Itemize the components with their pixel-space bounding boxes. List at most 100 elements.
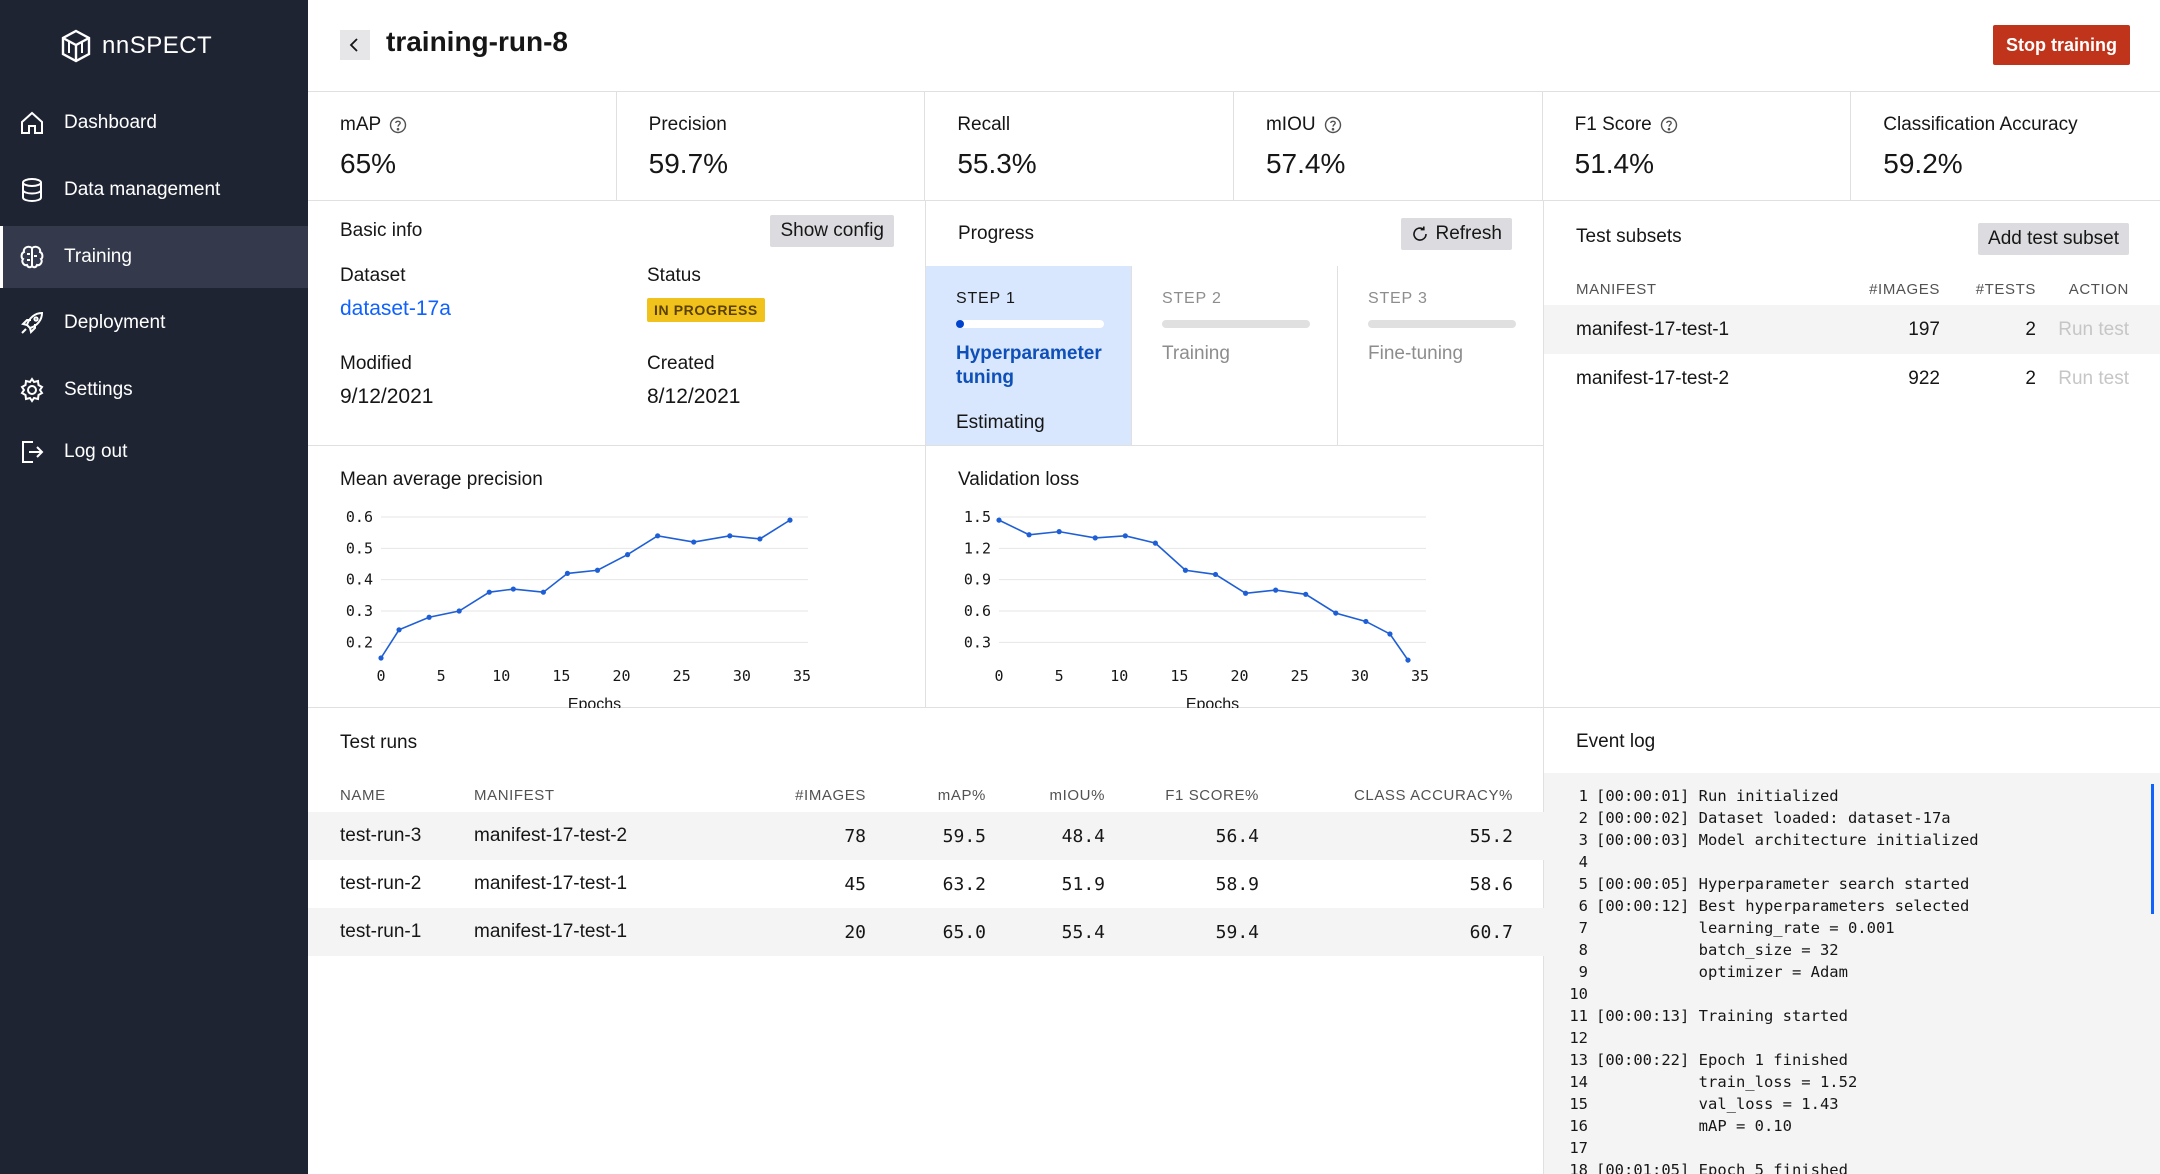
y-tick-label: 0.4 — [346, 571, 373, 589]
sidebar-item-training[interactable]: Training — [0, 226, 308, 288]
f1-cell: 59.4 — [1105, 908, 1259, 956]
log-line: 1 [00:00:01] Run initialized — [1544, 787, 2160, 809]
data-point — [1333, 610, 1339, 616]
metric-value: 55.3% — [957, 148, 1037, 179]
chevron-left-icon — [349, 38, 358, 52]
step-number: STEP 3 — [1368, 290, 1428, 307]
log-line: 17 — [1544, 1139, 2160, 1161]
x-tick-label: 15 — [552, 667, 570, 685]
x-axis-title: Epochs — [568, 696, 621, 708]
log-line-number: 14 — [1569, 1073, 1588, 1091]
help-icon[interactable] — [1324, 116, 1342, 134]
log-line: 18 [00:01:05] Epoch 5 finished — [1544, 1161, 2160, 1174]
column-header[interactable]: #IMAGES — [1869, 280, 1940, 298]
refresh-button[interactable]: Refresh — [1401, 218, 1512, 250]
log-line-text: [00:00:13] Training started — [1596, 1007, 1848, 1025]
brain-icon — [20, 245, 44, 269]
column-header[interactable]: mIOU% — [1049, 786, 1105, 804]
dataset-link[interactable]: dataset-17a — [340, 297, 451, 320]
show-config-button[interactable]: Show config — [770, 215, 894, 247]
run-name-cell: test-run-1 — [308, 908, 474, 956]
sidebar-item-dashboard[interactable]: Dashboard — [0, 92, 308, 154]
sidebar-item-deployment[interactable]: Deployment — [0, 292, 308, 354]
sidebar-item-data-management[interactable]: Data management — [0, 159, 308, 221]
images-cell: 78 — [726, 812, 866, 860]
data-point — [1056, 529, 1062, 535]
step-3[interactable]: STEP 3 Fine-tuning — [1338, 266, 1544, 445]
app-logo[interactable]: nnSPECT — [60, 28, 212, 64]
step-2[interactable]: STEP 2 Training — [1132, 266, 1338, 445]
data-point — [727, 533, 733, 539]
step-number: STEP 1 — [956, 290, 1016, 307]
gear-icon — [20, 377, 44, 403]
help-icon[interactable] — [1660, 116, 1678, 134]
log-scrollbar[interactable] — [2151, 784, 2154, 914]
log-line-text: [00:00:05] Hyperparameter search started — [1596, 875, 1970, 893]
step-status: Estimating — [956, 412, 1045, 433]
back-button[interactable] — [340, 30, 370, 60]
step-1[interactable]: STEP 1 Hyperparameter tuning Estimating — [926, 266, 1132, 445]
manifest-cell: manifest-17-test-1 — [474, 908, 726, 956]
log-line-number: 11 — [1569, 1007, 1588, 1025]
tests-cell: 2 — [2025, 367, 2036, 389]
log-line: 8 batch_size = 32 — [1544, 941, 2160, 963]
x-tick-label: 5 — [437, 667, 446, 685]
x-tick-label: 0 — [376, 667, 385, 685]
metric-recall: Recall 55.3% — [925, 92, 1234, 200]
metric-classification-accuracy: Classification Accuracy 59.2% — [1851, 92, 2160, 200]
images-cell: 922 — [1908, 367, 1940, 389]
x-tick-label: 5 — [1055, 667, 1064, 685]
log-line-text: learning_rate = 0.001 — [1596, 919, 1895, 937]
metric-map: mAP 65% — [308, 92, 617, 200]
data-point — [996, 517, 1002, 523]
panel-title: Test runs — [340, 732, 418, 753]
add-test-subset-button[interactable]: Add test subset — [1978, 223, 2129, 255]
log-line-number: 9 — [1578, 963, 1588, 981]
log-line-text: [00:00:12] Best hyperparameters selected — [1596, 897, 1970, 915]
column-header[interactable]: #TESTS — [1975, 280, 2036, 298]
log-line-number: 4 — [1578, 853, 1588, 871]
step-name: Hyperparameter tuning — [956, 343, 1102, 388]
column-header[interactable]: #IMAGES — [795, 786, 866, 804]
table-row[interactable]: test-run-3 manifest-17-test-2 78 59.5 48… — [308, 812, 1544, 860]
stop-training-button[interactable]: Stop training — [1993, 25, 2130, 65]
x-axis-title: Epochs — [1186, 696, 1239, 708]
table-row[interactable]: test-run-2 manifest-17-test-1 45 63.2 51… — [308, 860, 1544, 908]
log-line-number: 13 — [1569, 1051, 1588, 1069]
log-line: 9 optimizer = Adam — [1544, 963, 2160, 985]
log-line: 12 — [1544, 1029, 2160, 1051]
data-point — [426, 614, 432, 620]
table-header-row: MANIFEST #IMAGES #TESTS ACTION — [1544, 273, 2160, 305]
rocket-icon — [21, 311, 44, 334]
run-test-link[interactable]: Run test — [2058, 318, 2129, 340]
column-header[interactable]: MANIFEST — [1576, 280, 1657, 298]
table-row[interactable]: test-run-1 manifest-17-test-1 20 65.0 55… — [308, 908, 1544, 956]
log-line: 14 train_loss = 1.52 — [1544, 1073, 2160, 1095]
step-name: Fine-tuning — [1368, 343, 1464, 364]
y-tick-label: 0.6 — [346, 508, 373, 526]
metric-label: Recall — [957, 114, 1011, 135]
event-log-output[interactable]: 1 [00:00:01] Run initialized 2 [00:00:02] D… — [1544, 773, 2160, 1174]
column-header[interactable]: CLASS ACCURACY% — [1353, 786, 1513, 804]
column-header[interactable]: MANIFEST — [474, 786, 555, 804]
column-header[interactable]: NAME — [340, 786, 386, 804]
column-header[interactable]: ACTION — [2068, 280, 2129, 298]
panel-title: Test subsets — [1576, 226, 1682, 247]
data-point — [1182, 567, 1189, 573]
help-icon[interactable] — [389, 116, 407, 134]
table-row: manifest-17-test-2 922 2 Run test — [1544, 354, 2160, 403]
sidebar-item-settings[interactable]: Settings — [0, 359, 308, 421]
modified-label: Modified — [340, 353, 412, 374]
x-tick-label: 10 — [492, 667, 510, 685]
run-test-link[interactable]: Run test — [2058, 367, 2129, 389]
basic-info-panel: Basic info Show config Dataset dataset-1… — [308, 201, 926, 446]
sidebar-item-log-out[interactable]: Log out — [0, 421, 308, 483]
column-header[interactable]: mAP% — [937, 786, 986, 804]
log-line-number: 15 — [1569, 1095, 1588, 1113]
column-header[interactable]: F1 SCORE% — [1165, 786, 1259, 804]
log-line-text: [00:00:03] Model architecture initialize… — [1596, 831, 1979, 849]
f1-cell: 56.4 — [1105, 812, 1259, 860]
log-line-number: 8 — [1578, 941, 1588, 959]
logo-text: nnSPECT — [102, 32, 213, 59]
log-line: 2 [00:00:02] Dataset loaded: dataset-17a — [1544, 809, 2160, 831]
